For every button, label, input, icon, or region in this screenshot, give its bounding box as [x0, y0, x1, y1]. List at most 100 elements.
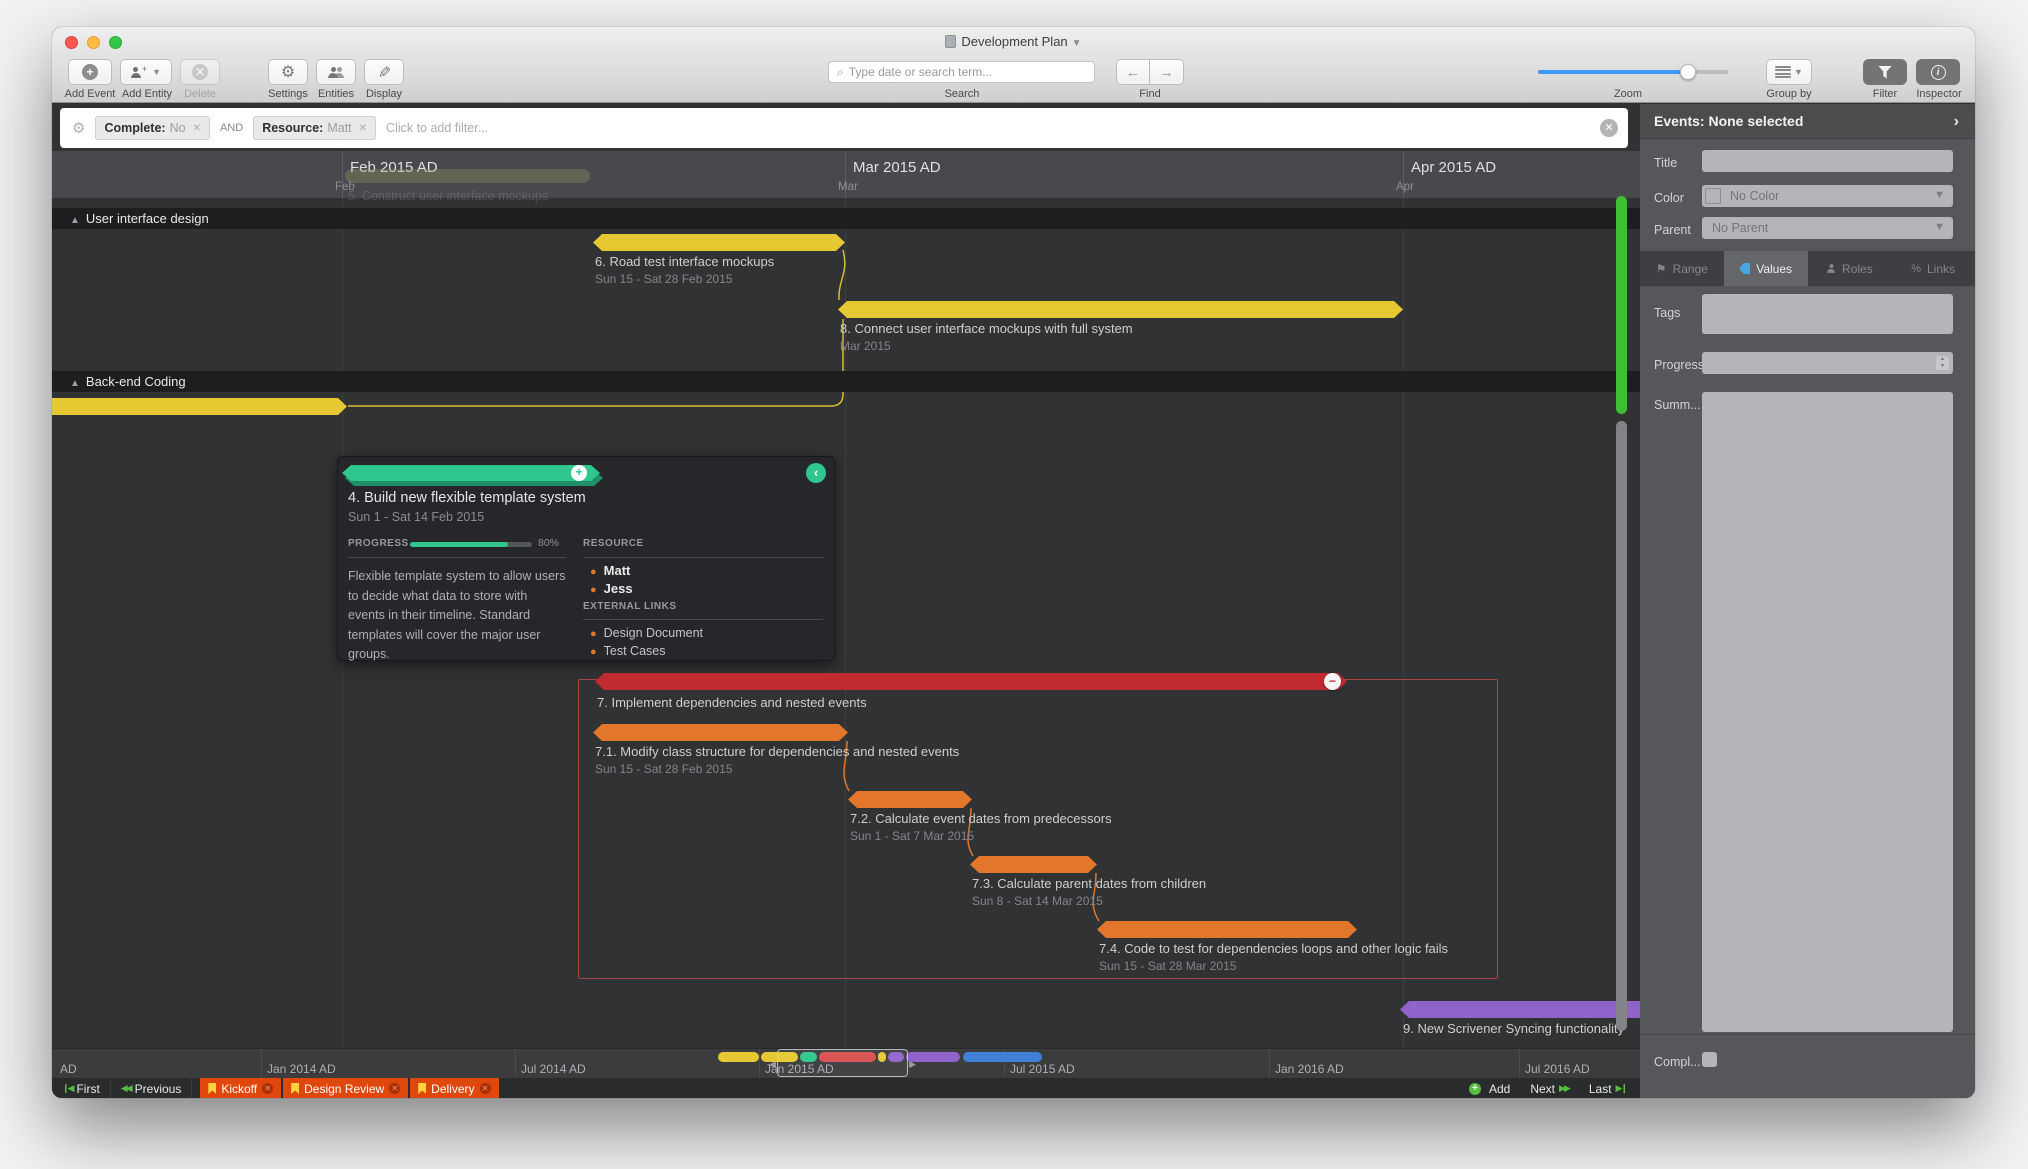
section-header-backend[interactable]: ▲ Back-end Coding [52, 371, 1640, 392]
remove-filter-icon[interactable]: ✕ [192, 122, 201, 134]
month-short-label: Mar [838, 181, 858, 193]
overview-date-label: Jan 2014 AD [267, 1062, 336, 1076]
add-entity-button[interactable]: + ▼ [120, 59, 172, 85]
overview-date-label: Jul 2015 AD [1010, 1062, 1075, 1076]
event-bar-7-2[interactable] [848, 791, 972, 808]
progress-input[interactable]: ▲ ▼ [1702, 352, 1953, 374]
delete-button[interactable]: ✕ [180, 59, 220, 85]
last-button[interactable]: Last ▶❙ [1588, 1081, 1629, 1096]
expand-badge-icon[interactable]: + [571, 465, 587, 481]
event-title: 9. New Scrivener Syncing functionality [1403, 1021, 1625, 1036]
overview-viewport-handle[interactable]: ◀ ▶ [769, 1049, 916, 1077]
event-bar-7-3[interactable] [970, 856, 1097, 873]
add-event-button[interactable]: + [68, 59, 112, 85]
external-link-item[interactable]: ● Test Cases [590, 644, 666, 658]
next-button[interactable]: Next ▶▶ [1530, 1081, 1571, 1096]
complete-checkbox[interactable] [1702, 1052, 1717, 1067]
tab-roles[interactable]: Roles [1808, 251, 1892, 286]
event-card: + ‹ 4. Build new flexible template syste… [337, 456, 835, 661]
filter-tag-complete[interactable]: Complete: No ✕ [95, 116, 210, 140]
bullet-icon: ● [590, 566, 597, 578]
gear-icon[interactable]: ⚙ [72, 120, 86, 137]
tags-field-label: Tags [1654, 306, 1681, 320]
tags-input[interactable] [1702, 294, 1953, 334]
overview-event-bar [718, 1052, 759, 1062]
remove-bookmark-icon[interactable]: ✕ [262, 1083, 274, 1094]
zoom-slider-thumb[interactable] [1680, 64, 1696, 80]
inspector-button[interactable]: i [1916, 59, 1960, 85]
find-next-button[interactable]: → [1150, 59, 1184, 85]
skip-last-icon: ▶❙ [1615, 1083, 1629, 1093]
link-icon: % [1911, 262, 1921, 275]
people-icon [1827, 264, 1836, 273]
overview-event-bar [761, 1052, 798, 1062]
section-header-ui-design[interactable]: ▲ User interface design [52, 208, 1640, 229]
collapse-card-button[interactable]: ‹ [806, 463, 826, 483]
event-bar-stub[interactable] [52, 398, 347, 415]
tab-values[interactable]: Values [1723, 251, 1808, 286]
search-input[interactable]: ⌕ Type date or search term... [828, 61, 1095, 83]
filter-tag-value: No [169, 121, 186, 135]
add-filter-placeholder[interactable]: Click to add filter... [386, 121, 489, 135]
search-placeholder: Type date or search term... [848, 65, 993, 79]
filter-button[interactable] [1863, 59, 1907, 85]
collapse-inspector-icon[interactable]: › [1953, 113, 1959, 130]
bookmark-design-review[interactable]: Design Review ✕ [283, 1078, 409, 1098]
event-title: 8. Connect user interface mockups with f… [840, 321, 1133, 336]
vertical-scrollbar-thumb[interactable] [1616, 421, 1627, 1031]
tab-range[interactable]: ⚑ Range [1655, 261, 1708, 276]
remove-filter-icon[interactable]: ✕ [358, 122, 368, 134]
event-bar-7-1[interactable] [593, 724, 848, 741]
event-date: Mar 2015 [840, 339, 891, 353]
event-title: 7.1. Modify class structure for dependen… [595, 744, 960, 759]
chevron-down-icon: ▼ [152, 67, 162, 77]
filter-tag-resource[interactable]: Resource: Matt ✕ [253, 116, 377, 140]
bookmark-kickoff[interactable]: Kickoff ✕ [200, 1078, 282, 1098]
previous-button[interactable]: ◀◀ Previous [111, 1078, 193, 1098]
entities-button[interactable] [316, 59, 356, 85]
overview-date-label: Jul 2014 AD [521, 1062, 586, 1076]
title-field-label: Title [1654, 156, 1678, 170]
next-icon: ▶▶ [1559, 1083, 1571, 1093]
first-button[interactable]: ❙◀ First [52, 1078, 111, 1098]
month-label: Feb 2015 AD [350, 159, 438, 176]
bookmark-delivery[interactable]: Delivery ✕ [410, 1078, 499, 1098]
chevron-down-icon: ▼ [1794, 67, 1803, 77]
remove-bookmark-icon[interactable]: ✕ [479, 1083, 491, 1094]
event-bar-7-4[interactable] [1097, 921, 1357, 938]
event-bar-9[interactable] [1400, 1001, 1640, 1018]
inspector-header-text: Events: None selected [1654, 113, 1804, 129]
remove-bookmark-icon[interactable]: ✕ [389, 1083, 401, 1094]
close-filter-bar-icon[interactable]: ✕ [1600, 119, 1618, 137]
collapse-badge-icon[interactable]: − [1324, 673, 1341, 690]
filter-tag-label: Complete: [104, 121, 166, 135]
viewport-right-arrow-icon: ▶ [909, 1059, 916, 1069]
collapse-chevron-icon: ▲ [70, 378, 80, 389]
event-bar-6[interactable] [593, 234, 845, 251]
event-bar-8[interactable] [838, 301, 1403, 318]
external-link-item[interactable]: ● Design Document [590, 626, 704, 640]
settings-button[interactable]: ⚙ [268, 59, 308, 85]
title-input[interactable] [1702, 150, 1953, 172]
close-window-button[interactable] [65, 36, 78, 49]
display-button[interactable]: ✎ [364, 59, 404, 85]
add-bookmark-button[interactable]: + Add [1459, 1078, 1520, 1098]
stepper-icon[interactable]: ▲ ▼ [1936, 356, 1949, 370]
event-bar-7[interactable] [595, 673, 1347, 690]
tab-links[interactable]: % Links [1911, 261, 1956, 276]
info-icon: i [1930, 64, 1946, 80]
event-bar-4[interactable] [342, 465, 600, 481]
parent-dropdown[interactable]: No Parent ▼ [1702, 217, 1953, 239]
zoom-window-button[interactable] [109, 36, 122, 49]
window-title-area[interactable]: Development Plan ▼ [52, 34, 1975, 49]
minimize-window-button[interactable] [87, 36, 100, 49]
summary-field-label: Summ... [1654, 398, 1701, 412]
overview-event-bar [906, 1052, 960, 1062]
summary-textarea[interactable] [1702, 392, 1953, 1032]
display-label: Display [365, 88, 403, 100]
titlebar: Development Plan ▼ [52, 27, 1975, 57]
group-by-button[interactable]: ▼ [1766, 59, 1812, 85]
zoom-slider[interactable] [1538, 64, 1728, 80]
color-dropdown[interactable]: No Color ▼ [1702, 185, 1953, 207]
find-previous-button[interactable]: ← [1116, 59, 1150, 85]
